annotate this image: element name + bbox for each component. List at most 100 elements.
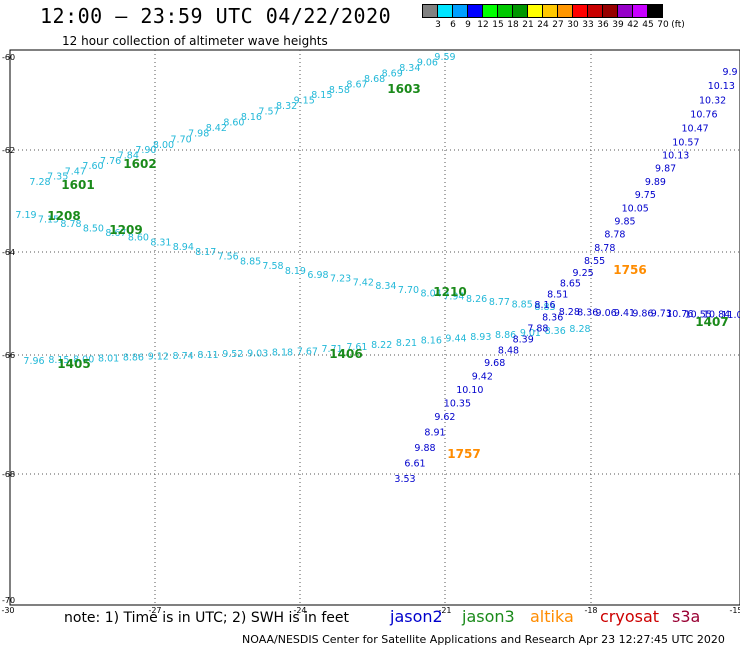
wave-height-value: 8.78 xyxy=(594,243,615,254)
wave-height-value: 8.31 xyxy=(150,237,171,248)
pass-number-label: 1407 xyxy=(695,315,728,329)
wave-height-value: 9.62 xyxy=(434,412,455,423)
wave-height-value: 8.68 xyxy=(364,74,385,85)
wave-height-value: 7.94 xyxy=(443,292,464,303)
wave-height-value: 8.48 xyxy=(498,346,519,357)
wave-height-value: 10.57 xyxy=(672,137,699,148)
wave-height-value: 8.17 xyxy=(195,247,216,258)
wave-height-value: 8.94 xyxy=(173,242,194,253)
wave-height-value: 7.88 xyxy=(527,324,548,335)
wave-height-value: 9.87 xyxy=(655,164,676,175)
wave-height-value: 8.26 xyxy=(466,294,487,305)
color-scale-label: 6 xyxy=(450,20,456,30)
wave-height-value: 10.55 xyxy=(685,309,712,320)
color-scale-label: 36 xyxy=(597,20,609,30)
longitude-label: -30 xyxy=(1,606,14,615)
wave-height-value: 7.90 xyxy=(135,145,156,156)
wave-height-value: 8.36 xyxy=(542,313,563,324)
wave-height-value: 8.36 xyxy=(577,308,598,319)
wave-height-value: 7.56 xyxy=(218,252,239,263)
color-scale-label: (ft) xyxy=(671,20,685,30)
latitude-label: -64 xyxy=(2,248,15,257)
longitude-label: -27 xyxy=(148,606,161,615)
wave-height-value: 8.16 xyxy=(534,300,555,311)
wave-height-value: 7.84 xyxy=(118,151,139,162)
wave-height-value: 9.89 xyxy=(645,177,666,188)
latitude-label: -66 xyxy=(2,351,15,360)
latitude-label: -60 xyxy=(2,53,15,62)
color-scale-label: 3 xyxy=(435,20,441,30)
color-scale-label: 21 xyxy=(522,20,534,30)
wave-height-value: 8.91 xyxy=(424,428,445,439)
wave-height-value: 8.34 xyxy=(375,281,396,292)
wave-height-value: 8.28 xyxy=(569,324,590,335)
wave-height-value: 8.32 xyxy=(276,101,297,112)
wave-height-value: 10.13 xyxy=(708,81,735,92)
wave-height-value: 9.85 xyxy=(614,216,635,227)
wave-height-value: 9.06 xyxy=(596,308,617,319)
wave-height-value: 8.85 xyxy=(240,257,261,268)
color-scale-label: 42 xyxy=(627,20,639,30)
wave-height-value: 9.73 xyxy=(651,309,672,320)
page-title: 12:00 – 23:59 UTC 04/22/2020 xyxy=(40,4,392,28)
legend-item-cryosat: cryosat xyxy=(600,607,660,626)
wave-height-value: 8.19 xyxy=(285,266,306,277)
wave-height-value: 8.86 xyxy=(495,330,516,341)
footer-note: note: 1) Time is in UTC; 2) SWH is in fe… xyxy=(64,610,350,626)
wave-height-value: 8.21 xyxy=(396,338,417,349)
page-subtitle: 12 hour collection of altimeter wave hei… xyxy=(62,34,328,48)
wave-height-value: 9.12 xyxy=(148,352,169,363)
wave-height-value: 7.23 xyxy=(330,274,351,285)
wave-height-value: 8.55 xyxy=(584,256,605,267)
pass-number-label: 1602 xyxy=(123,157,156,171)
color-scale-label: 70 xyxy=(657,20,669,30)
wave-height-value: 8.67 xyxy=(105,228,126,239)
wave-height-value: 7.70 xyxy=(171,134,192,145)
wave-height-value: 8.78 xyxy=(604,230,625,241)
latitude-label: -70 xyxy=(2,596,15,605)
pass-number-label: 1757 xyxy=(447,447,480,461)
wave-height-value: 9.59 xyxy=(434,52,455,63)
wave-height-value: 11.06 xyxy=(721,310,740,321)
wave-height-value: 10.10 xyxy=(456,385,483,396)
wave-height-value: 7.71 xyxy=(322,344,343,355)
longitude-label: -24 xyxy=(293,606,306,615)
wave-height-value: 8.77 xyxy=(489,297,510,308)
wave-height-value: 10.47 xyxy=(681,124,708,135)
wave-height-value: 8.58 xyxy=(329,85,350,96)
color-scale-label: 30 xyxy=(567,20,579,30)
longitude-label: -15 xyxy=(729,606,740,615)
wave-height-value: 9.42 xyxy=(472,371,493,382)
wave-height-value: 8.36 xyxy=(545,326,566,337)
wave-height-value: 8.15 xyxy=(311,90,332,101)
pass-number-label: 1209 xyxy=(109,223,142,237)
legend-item-s3a: s3a xyxy=(672,607,701,626)
wave-height-value: 8.01 xyxy=(98,353,119,364)
wave-height-value: 8.60 xyxy=(223,118,244,129)
wave-height-value: 9.88 xyxy=(414,443,435,454)
wave-height-value: 8.11 xyxy=(197,350,218,361)
wave-height-value: 10.76 xyxy=(690,110,717,121)
wave-height-value: 8.28 xyxy=(559,307,580,318)
color-scale-label: 24 xyxy=(537,20,549,30)
wave-height-value: 10.32 xyxy=(699,95,726,106)
wave-height-value: 8.69 xyxy=(382,68,403,79)
wave-height-value: 7.47 xyxy=(65,166,86,177)
wave-height-value: 3.53 xyxy=(394,474,415,485)
wave-height-value: 8.16 xyxy=(241,112,262,123)
wave-height-value: 10.35 xyxy=(444,399,471,410)
wave-height-value: 7.35 xyxy=(47,172,68,183)
wave-height-value: 8.42 xyxy=(206,123,227,134)
wave-height-value: 7.70 xyxy=(398,285,419,296)
longitude-label: -18 xyxy=(584,606,597,615)
wave-height-value: 8.18 xyxy=(272,348,293,359)
color-scale-label: 9 xyxy=(465,20,471,30)
wave-height-value: 9.01 xyxy=(520,328,541,339)
latitude-label: -68 xyxy=(2,470,15,479)
color-scale-legend: 3 6 9 12 15 18 21 24 27 30 33 36 39 42 45 70 (ft) xyxy=(422,4,740,32)
wave-height-value: 7.19 xyxy=(15,210,36,221)
wave-height-value: 8.50 xyxy=(83,224,104,235)
wave-height-value: 9.75 xyxy=(635,190,656,201)
wave-height-value: 7.15 xyxy=(38,215,59,226)
wave-height-value: 8.86 xyxy=(123,353,144,364)
